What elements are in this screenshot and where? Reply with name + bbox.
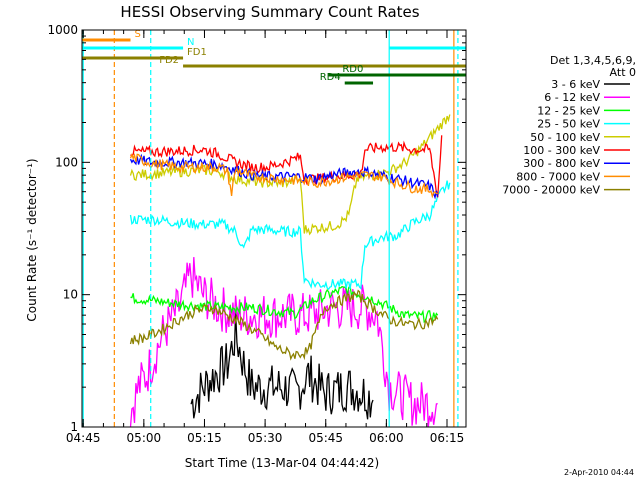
flag-label: RD0 (342, 64, 363, 75)
y-tick-label: 1 (70, 420, 78, 434)
series-line (129, 152, 438, 199)
timestamp: 2-Apr-2010 04:44 (564, 468, 634, 477)
legend-entry-label: 3 - 6 keV (551, 78, 600, 91)
y-axis-label: Count Rate (s⁻¹ detector⁻¹) (25, 158, 39, 321)
legend-header: Att 0 (610, 66, 636, 79)
series-line (130, 284, 439, 324)
x-axis-label: Start Time (13-Mar-04 04:44:42) (185, 456, 379, 470)
series-layer (129, 114, 451, 428)
legend-entry-label: 100 - 300 keV (523, 144, 600, 157)
legend-entry-label: 7000 - 20000 keV (502, 184, 600, 197)
x-tick-label: 04:45 (66, 431, 101, 445)
legend-entry-label: 300 - 800 keV (523, 157, 600, 170)
x-tick-label: 05:00 (127, 431, 162, 445)
series-line (129, 289, 439, 361)
flag-label: FD1 (187, 47, 207, 58)
axes-layer: 1 10 100 1000 04:45 05:00 05:15 05:30 05:45 06:00… (47, 23, 466, 445)
flag-label: FD2 (159, 55, 179, 66)
legend-header: Det 1,3,4,5,6,9, (550, 54, 636, 67)
chart-title: HESSI Observing Summary Count Rates (120, 3, 419, 21)
series-line (190, 311, 374, 420)
y-tick-label: 100 (55, 155, 78, 169)
x-tick-label: 06:15 (430, 431, 465, 445)
legend-entry-label: 800 - 7000 keV (516, 170, 600, 183)
x-tick-label: 05:45 (308, 431, 343, 445)
legend-entry-label: 50 - 100 keV (530, 131, 600, 144)
series-line (129, 114, 451, 236)
x-tick-label: 05:15 (187, 431, 222, 445)
legend-entry-label: 12 - 25 keV (537, 104, 600, 117)
series-line (129, 180, 451, 291)
y-tick-label: 10 (63, 288, 78, 302)
x-tick-label: 06:00 (369, 431, 404, 445)
plot-frame (81, 29, 467, 428)
flag-label: RD4 (320, 72, 341, 83)
flag-label: S (135, 29, 141, 40)
vertical-markers (82, 30, 459, 427)
y-tick-label: 1000 (47, 23, 78, 37)
series-line (130, 135, 443, 198)
legend-entry-label: 25 - 50 keV (537, 118, 600, 131)
series-line (129, 257, 438, 428)
legend-entry-label: 6 - 12 keV (544, 91, 600, 104)
x-tick-label: 05:30 (248, 431, 283, 445)
flag-label: N (187, 37, 194, 48)
